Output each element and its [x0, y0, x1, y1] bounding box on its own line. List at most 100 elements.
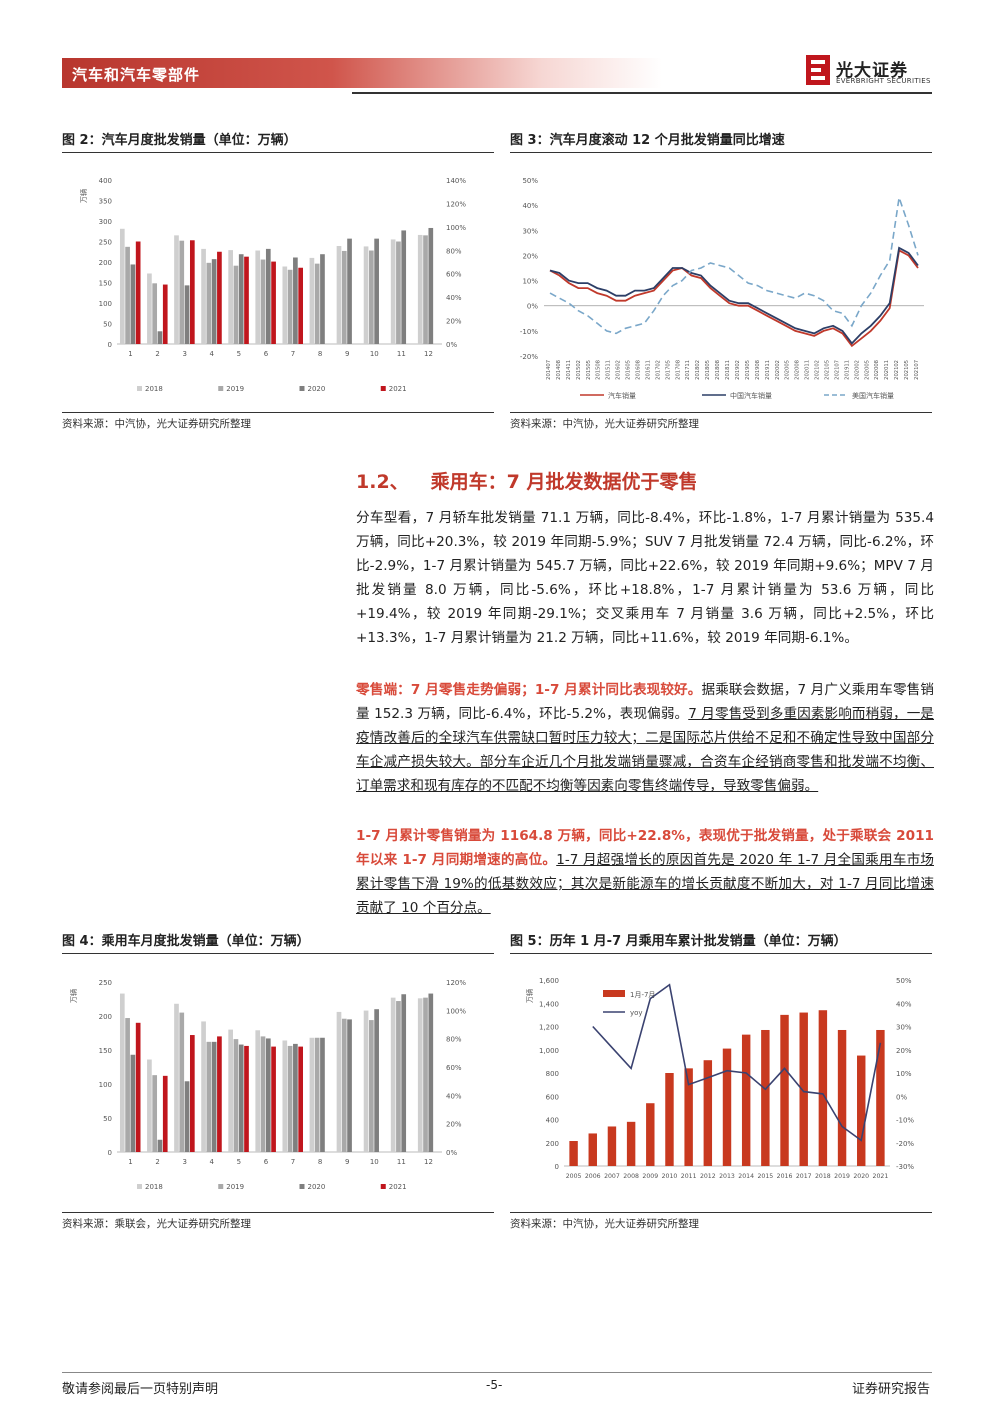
x-tick-label: 202005	[864, 360, 870, 380]
x-tick-label: 3	[182, 350, 186, 358]
paragraph-2-text-b: 7 月零售受到多重因素影响而稍弱，一是疫情改善后的全球汽车供需缺口暂时压力较大；…	[356, 706, 934, 794]
y-tick-label: 100	[99, 1081, 112, 1089]
x-tick-label: 12	[424, 1158, 433, 1166]
logo-text: 光大证券	[836, 61, 908, 81]
bar-2020	[857, 1055, 866, 1166]
bar-2016	[780, 1014, 789, 1166]
y2-tick-label: -30%	[896, 1163, 914, 1171]
footer-rule	[62, 1372, 932, 1373]
y-tick-label: 0%	[527, 303, 538, 311]
y-axis-label: 万辆	[79, 189, 88, 203]
bar-2018-5	[228, 1029, 233, 1152]
bar-2018-9	[336, 1011, 342, 1152]
y-tick-label: 0	[108, 341, 112, 349]
bar-2018-8	[309, 257, 315, 344]
x-tick-label: 12	[424, 350, 433, 358]
x-tick-label: 201505	[586, 360, 592, 380]
legend-label: 2020	[308, 385, 326, 393]
x-tick-label: 201407	[546, 360, 552, 380]
header-section-label: 汽车和汽车零部件	[72, 66, 201, 84]
bar-2018	[818, 1010, 828, 1166]
bar-2020-5	[238, 1044, 244, 1152]
paragraph-3: 1-7 月累计零售销量为 1164.8 万辆，同比+22.8%，表现优于批发销量…	[356, 824, 934, 920]
bar-2019-9	[341, 250, 347, 344]
bar-2019-9	[341, 1018, 347, 1152]
x-tick-label: 2017	[796, 1173, 812, 1180]
x-tick-label: 2018	[815, 1173, 831, 1180]
bar-2020-2	[157, 1139, 163, 1152]
y-axis-label: 万辆	[69, 989, 78, 1003]
bar-2018-7	[282, 1040, 288, 1152]
y2-tick-label: 0%	[446, 1149, 457, 1157]
y-tick-label: 1,000	[539, 1047, 559, 1055]
y-tick-label: -20%	[520, 353, 538, 361]
y2-tick-label: 40%	[896, 1000, 912, 1008]
fig5-rule-top	[510, 953, 932, 954]
series-line-yoy	[592, 983, 882, 1142]
x-tick-label: 201802	[695, 360, 701, 380]
y-tick-label: 300	[99, 218, 112, 226]
x-tick-label: 2006	[585, 1173, 601, 1180]
bar-2018-9	[336, 246, 342, 344]
y2-tick-label: 0%	[896, 1093, 907, 1101]
bar-2019-4	[206, 262, 212, 344]
legend-label: 1月-7月	[630, 991, 655, 999]
y2-tick-label: 30%	[896, 1024, 912, 1032]
bar-2019-4	[206, 1041, 212, 1152]
bar-2018-10	[363, 1010, 369, 1152]
section-title: 1.2、 乘用车：7 月批发数据优于零售	[356, 467, 698, 494]
x-tick-label: 10	[370, 1158, 379, 1166]
y2-tick-label: 120%	[446, 200, 466, 208]
bar-2018-6	[255, 1030, 261, 1152]
fig5-rule-bottom	[510, 1212, 932, 1213]
y2-tick-label: 60%	[446, 1064, 462, 1072]
logo-icon	[806, 55, 830, 85]
bar-2019-10	[369, 1020, 374, 1152]
bar-2019-3	[179, 240, 185, 344]
fig5-source: 资料来源：中汽协，光大证券研究所整理	[510, 1218, 699, 1230]
bar-2021	[876, 1029, 885, 1166]
bar-2019	[837, 1029, 847, 1166]
bar-2011	[684, 1068, 693, 1166]
bar-2020-3	[184, 1081, 190, 1152]
x-tick-label: 4	[210, 350, 215, 358]
bar-2019-8	[314, 1037, 320, 1152]
bar-2020-2	[157, 331, 163, 344]
x-tick-label: 2021	[873, 1173, 889, 1180]
y-tick-label: 350	[99, 198, 112, 206]
x-tick-label: 202102	[815, 360, 821, 380]
x-tick-label: 2013	[719, 1173, 735, 1180]
x-tick-label: 202107	[834, 360, 840, 380]
x-tick-label: 201608	[636, 360, 642, 380]
bar-2014	[741, 1034, 751, 1166]
paragraph-3-text: 1-7 月超强增长的原因首先是 2020 年 1-7 月全国乘用车市场累计零售下…	[356, 852, 934, 916]
y-tick-label: 800	[546, 1070, 559, 1078]
bar-2021-4	[217, 1036, 222, 1152]
legend-swatch-2018	[137, 386, 142, 391]
x-tick-label: 201408	[556, 360, 562, 380]
bar-2021-3	[189, 240, 195, 344]
y-tick-label: 400	[99, 177, 112, 185]
y-tick-label: 30%	[522, 227, 538, 235]
bar-2019-6	[260, 1036, 266, 1152]
x-tick-label: 202002	[775, 360, 781, 380]
bar-2019-2	[152, 283, 158, 344]
bar-2019-8	[314, 263, 320, 344]
legend-swatch-bars	[603, 990, 625, 997]
x-tick-label: 201602	[616, 360, 622, 380]
legend-label: 汽车销量	[608, 391, 636, 400]
y-tick-label: 0	[108, 1149, 112, 1157]
bar-2021-1	[135, 1022, 141, 1152]
x-tick-label: 201508	[596, 360, 602, 380]
bar-2019-5	[233, 1039, 239, 1152]
bar-2013	[722, 1048, 732, 1166]
bar-2018-12	[417, 998, 423, 1152]
bar-2007	[607, 1126, 617, 1166]
fig4-source: 资料来源：乘联会，光大证券研究所整理	[62, 1218, 251, 1230]
x-tick-label: 6	[264, 1158, 269, 1166]
legend-label: 2021	[389, 1183, 407, 1191]
x-tick-label: 2016	[777, 1173, 793, 1180]
bar-2019-6	[260, 259, 266, 344]
fig3-chart: -20% -10% 0% 10% 20% 30% 40% 50% 201407 201408 201…	[520, 177, 924, 400]
bar-2018-1	[119, 993, 125, 1152]
